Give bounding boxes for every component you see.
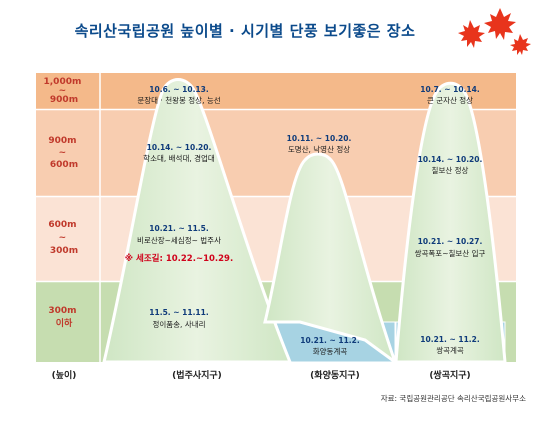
annotation-6-date: 10.11. ~ 10.20. bbox=[287, 134, 352, 143]
annotation-7-date: 10.21. ~ 11.2. bbox=[300, 336, 360, 345]
bottom-label-beopju: (법주사지구) bbox=[172, 369, 222, 381]
annotation-2-date: 10.14. ~ 10.20. bbox=[147, 143, 212, 152]
band-label-1: 1,000m ~ 900m bbox=[44, 77, 85, 105]
annotation-6-place: 도명산, 낙영산 정상 bbox=[288, 144, 350, 154]
mountain-beopju bbox=[102, 78, 293, 364]
mountain-hwayang bbox=[263, 152, 398, 367]
annotation-8-date: 10.7. ~ 10.14. bbox=[420, 85, 480, 94]
band-label-3: 600m ~ 300m bbox=[48, 220, 79, 256]
band-label-4: 300m 이하 bbox=[48, 306, 79, 329]
annotation-1-place: 문장대 · 천왕봉 정상, 능선 bbox=[137, 95, 220, 105]
bottom-labels: (높이) (법주사지구) (화양동지구) (쌍곡지구) bbox=[52, 369, 471, 381]
annotation-3-date: 10.21. ~ 11.5. bbox=[149, 224, 209, 233]
annotation-3-place: 비로산장~세심정~ 법주사 bbox=[137, 235, 221, 245]
annotation-4-special: ※ 세조길: 10.22.~10.29. bbox=[125, 253, 233, 264]
bottom-label-ssanggok: (쌍곡지구) bbox=[429, 369, 470, 381]
annotation-7-place: 화양동계곡 bbox=[313, 346, 348, 356]
annotation-2-place: 학소대, 배석대, 경업대 bbox=[143, 153, 215, 163]
band-labels: 1,000m ~ 900m 900m ~ 600m 600m ~ 300m 30… bbox=[44, 77, 85, 329]
annotation-10-date: 10.21. ~ 10.27. bbox=[418, 237, 483, 246]
mountain-ssanggok bbox=[394, 81, 507, 364]
annotation-8-place: 큰 군자산 정상 bbox=[427, 95, 473, 105]
annotation-1-date: 10.6. ~ 10.13. bbox=[149, 85, 209, 94]
annotations: 10.6. ~ 10.13. 문장대 · 천왕봉 정상, 능선 10.14. ~… bbox=[125, 85, 486, 356]
maple-leaf-icon bbox=[458, 8, 531, 55]
annotation-11-date: 10.21. ~ 11.2. bbox=[420, 335, 480, 344]
bottom-label-height: (높이) bbox=[52, 369, 77, 381]
annotation-5-place: 정이품송, 사내리 bbox=[152, 319, 205, 329]
annotation-11-place: 쌍곡계곡 bbox=[436, 345, 464, 355]
source-note: 자료: 국립공원관리공단 속리산국립공원사무소 bbox=[380, 394, 526, 403]
band-label-2: 900m ~ 600m bbox=[48, 136, 79, 170]
annotation-5-date: 11.5. ~ 11.11. bbox=[149, 308, 209, 317]
annotation-10-place: 쌍곡폭포~칠보산 입구 bbox=[415, 248, 486, 258]
page-title: 속리산국립공원 높이별 · 시기별 단풍 보기좋은 장소 bbox=[74, 22, 416, 40]
mountains bbox=[102, 78, 507, 367]
annotation-9-date: 10.14. ~ 10.20. bbox=[418, 155, 483, 164]
bottom-label-hwayang: (화양동지구) bbox=[310, 369, 360, 381]
annotation-9-place: 칠보산 정상 bbox=[432, 165, 469, 175]
